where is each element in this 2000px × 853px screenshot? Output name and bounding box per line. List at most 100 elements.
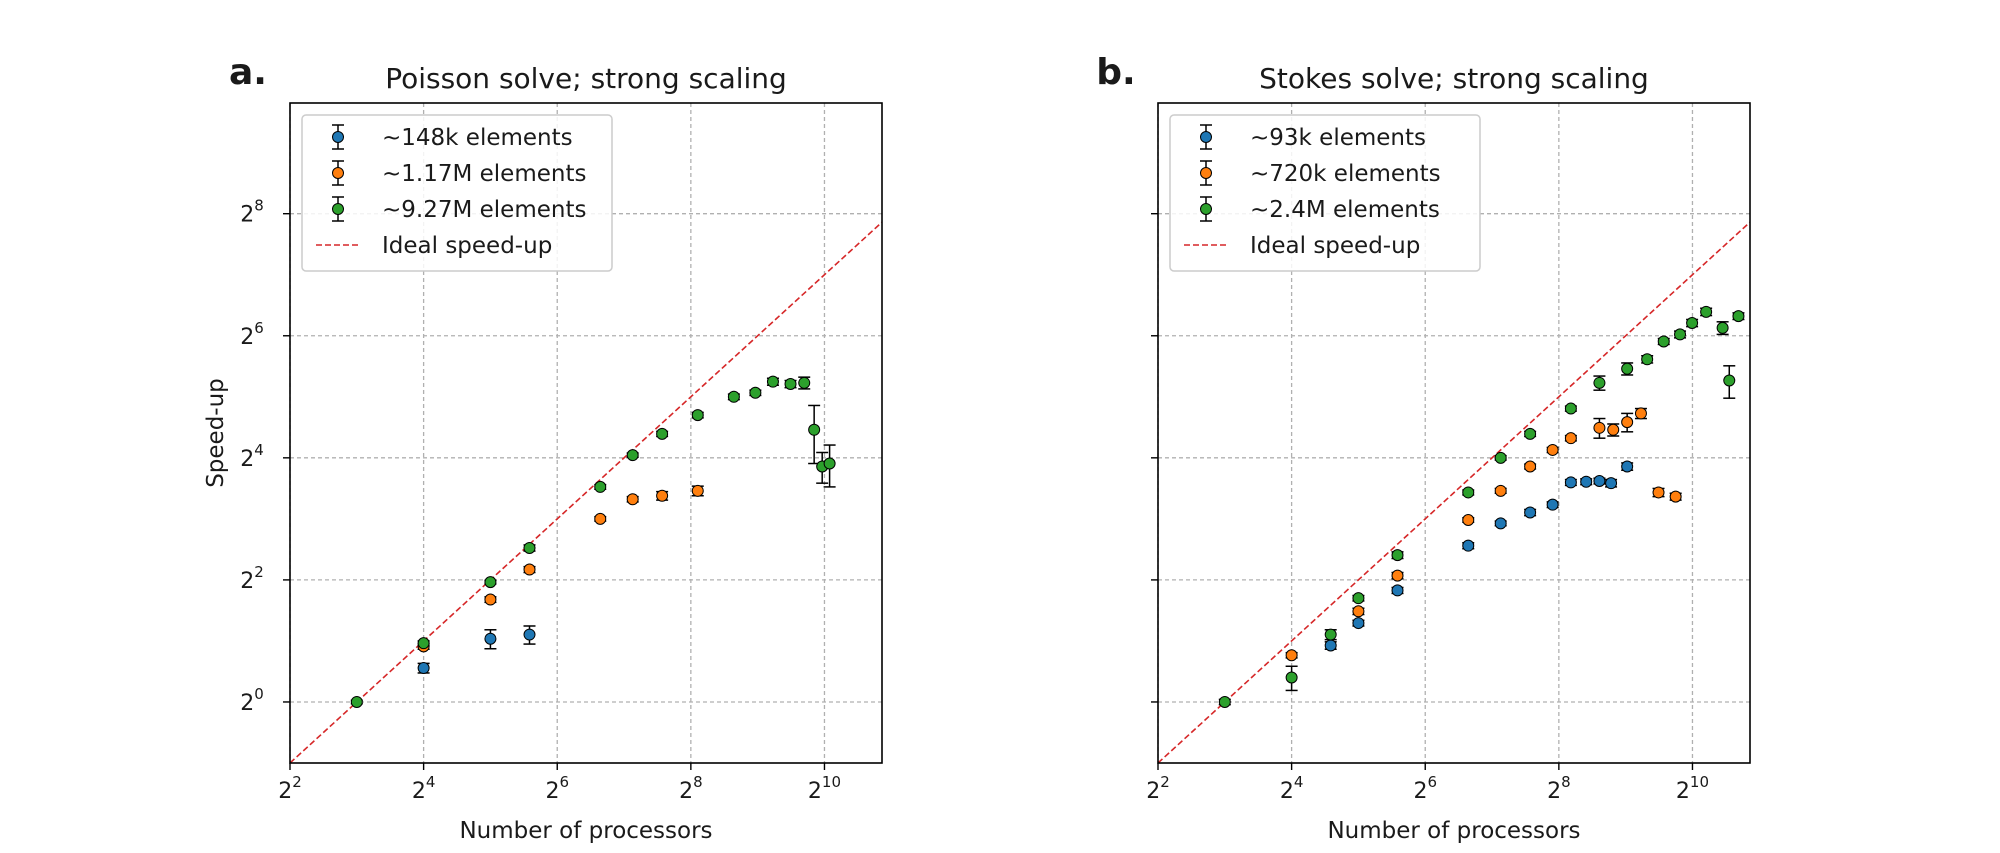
data-point [1564,402,1577,415]
series-3 [1218,305,1745,708]
data-point [1641,353,1654,366]
data-point [1657,335,1670,348]
chart-title: Poisson solve; strong scaling [385,62,787,95]
data-point [1391,569,1404,582]
data-point [1593,421,1606,434]
legend-marker [332,160,344,186]
legend-box [301,114,613,272]
panel-label: a. [229,52,267,93]
data-point [691,409,704,422]
data-point [1352,605,1365,618]
data-point [691,484,704,497]
data-point [1716,321,1729,334]
data-point [1324,639,1337,652]
data-point [523,541,536,554]
data-point [1607,423,1620,436]
data-point [1462,486,1475,499]
y-axis-label: Speed-up [203,378,229,488]
series-2 [1285,407,1682,662]
data-point [1652,486,1665,499]
legend-box [1169,114,1481,272]
data-point [798,376,811,389]
data-point [1462,513,1475,526]
data-point [626,449,639,462]
series-1 [1324,460,1634,652]
legend-marker [332,196,344,222]
data-point [1593,474,1606,487]
data-point [1621,362,1634,375]
legend-label: ~148k elements [382,125,573,151]
data-point [594,480,607,493]
data-point [594,512,607,525]
x-axis-label: Number of processors [459,818,712,844]
data-point [626,493,639,506]
panel-label: b. [1096,52,1135,93]
legend-marker [332,124,344,150]
x-tick-label: 24 [1280,773,1304,804]
legend-label: ~93k elements [1250,125,1426,151]
ideal-speedup-line [1158,221,1750,763]
data-point [1524,506,1537,519]
x-tick-label: 28 [679,773,703,804]
x-tick-label: 24 [412,773,436,804]
data-point [749,386,762,399]
y-tick-label: 20 [240,685,264,716]
x-tick-label: 22 [278,773,302,804]
legend: ~148k elements ~1.17M elements ~9.27M elem… [301,114,613,272]
y-tick-label: 22 [240,563,264,594]
data-point [1494,451,1507,464]
legend-label: ~2.4M elements [1250,197,1440,223]
data-point [1580,475,1593,488]
data-point [1564,432,1577,445]
data-point [417,662,430,675]
data-point [1634,407,1647,420]
data-point [1674,328,1687,341]
data-point [1621,460,1634,473]
data-point [1494,484,1507,497]
legend-marker [1200,160,1212,186]
ideal-speedup-line [290,221,882,763]
axes-frame [289,102,883,764]
axes-frame [1157,102,1751,764]
data-point [484,576,497,589]
data-point [1462,539,1475,552]
data-point [1352,617,1365,630]
series-2 [417,484,704,653]
data-point [1285,649,1298,662]
x-tick-label: 26 [1413,773,1437,804]
data-point [823,457,836,470]
data-point [1391,549,1404,562]
data-point [1621,416,1634,429]
legend-label: ~1.17M elements [382,161,586,187]
data-point [656,427,669,440]
data-point [656,489,669,502]
data-point [350,695,363,708]
y-tick-label: 26 [240,319,264,350]
data-point [808,423,821,436]
data-point [1732,310,1745,323]
legend: ~93k elements ~720k elements ~2.4M element… [1169,114,1481,272]
data-point [1524,460,1537,473]
legend-label: Ideal speed-up [1250,233,1420,259]
chart-title: Stokes solve; strong scaling [1259,62,1649,95]
data-point [1686,316,1699,329]
data-point [1700,305,1713,318]
data-point [523,628,536,641]
legend-label: ~9.27M elements [382,197,586,223]
legend-label: ~720k elements [1250,161,1441,187]
series-3 [350,375,836,708]
data-point [727,390,740,403]
data-point [1546,443,1559,456]
legend-marker [1200,196,1212,222]
data-point [1723,374,1736,387]
x-tick-label: 28 [1547,773,1571,804]
data-point [1564,476,1577,489]
data-point [1218,695,1231,708]
data-point [1324,628,1337,641]
data-point [1546,498,1559,511]
chart-panel-2: 22 24 26 28 210 Stokes solve; strong scaling b… [1096,52,1751,844]
x-tick-label: 26 [545,773,569,804]
data-point [1494,517,1507,530]
data-point [484,593,497,606]
